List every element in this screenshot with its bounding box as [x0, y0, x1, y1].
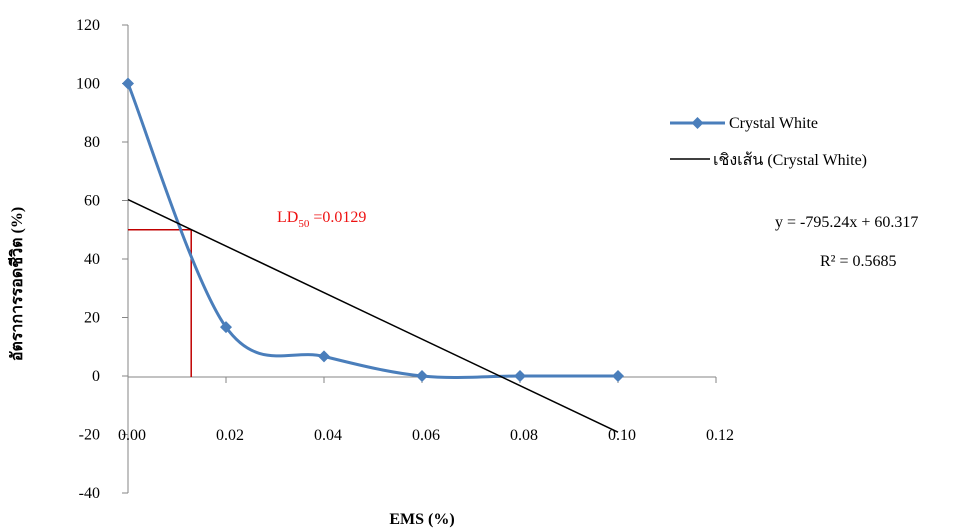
y-tick-label: 0 [92, 368, 100, 385]
legend-label-crystal-white: Crystal White [729, 115, 818, 132]
axes: 120 100 80 60 40 20 0 -20 -40 0.00 0.02 0.04 0.06 0.… [76, 17, 734, 502]
x-axis-title: EMS (%) [389, 511, 454, 528]
data-point-marker [220, 321, 232, 334]
ld50-marker [128, 229, 192, 377]
legend-swatch-marker-crystal-white [691, 117, 704, 129]
data-point-marker [514, 370, 526, 382]
series-markers [122, 77, 624, 382]
y-tick-label: 100 [76, 76, 100, 93]
ld50-annotation: LD50 =0.0129 [277, 209, 366, 230]
x-tick-label: 0.02 [216, 427, 244, 444]
y-tick-label: 120 [76, 17, 100, 34]
x-tick-label: 0.08 [510, 427, 538, 444]
x-tick-label: 0.06 [412, 427, 440, 444]
data-point-marker [416, 370, 428, 382]
trendline-crystal-white [127, 198, 619, 433]
y-tick-label: 80 [84, 134, 100, 151]
data-point-marker [612, 370, 624, 382]
y-tick-label: 20 [84, 310, 100, 327]
y-tick-label: -20 [79, 427, 100, 444]
legend-label-trendline: เชิงเส้น (Crystal White) [713, 151, 867, 169]
x-ticks: 0.00 0.02 0.04 0.06 0.08 0.10 0.12 [118, 377, 734, 444]
trendline-equation: y = -795.24x + 60.317 [775, 214, 918, 231]
y-tick-label: 40 [84, 251, 100, 268]
y-tick-label: -40 [79, 485, 100, 502]
data-point-marker [318, 350, 330, 363]
series-line-crystal-white [126, 82, 618, 379]
legend: Crystal White เชิงเส้น (Crystal White) [670, 115, 867, 169]
x-tick-label: 0.00 [118, 427, 146, 444]
y-axis-title: อัตราการรอดชีวิต (%) [7, 207, 26, 361]
r-squared-label: R² = 0.5685 [820, 253, 897, 270]
y-tick-label: 60 [84, 193, 100, 210]
data-point-marker [122, 77, 134, 90]
x-tick-label: 0.04 [314, 427, 342, 444]
y-ticks: 120 100 80 60 40 20 0 -20 -40 [76, 17, 128, 502]
x-tick-label: 0.12 [706, 427, 734, 444]
